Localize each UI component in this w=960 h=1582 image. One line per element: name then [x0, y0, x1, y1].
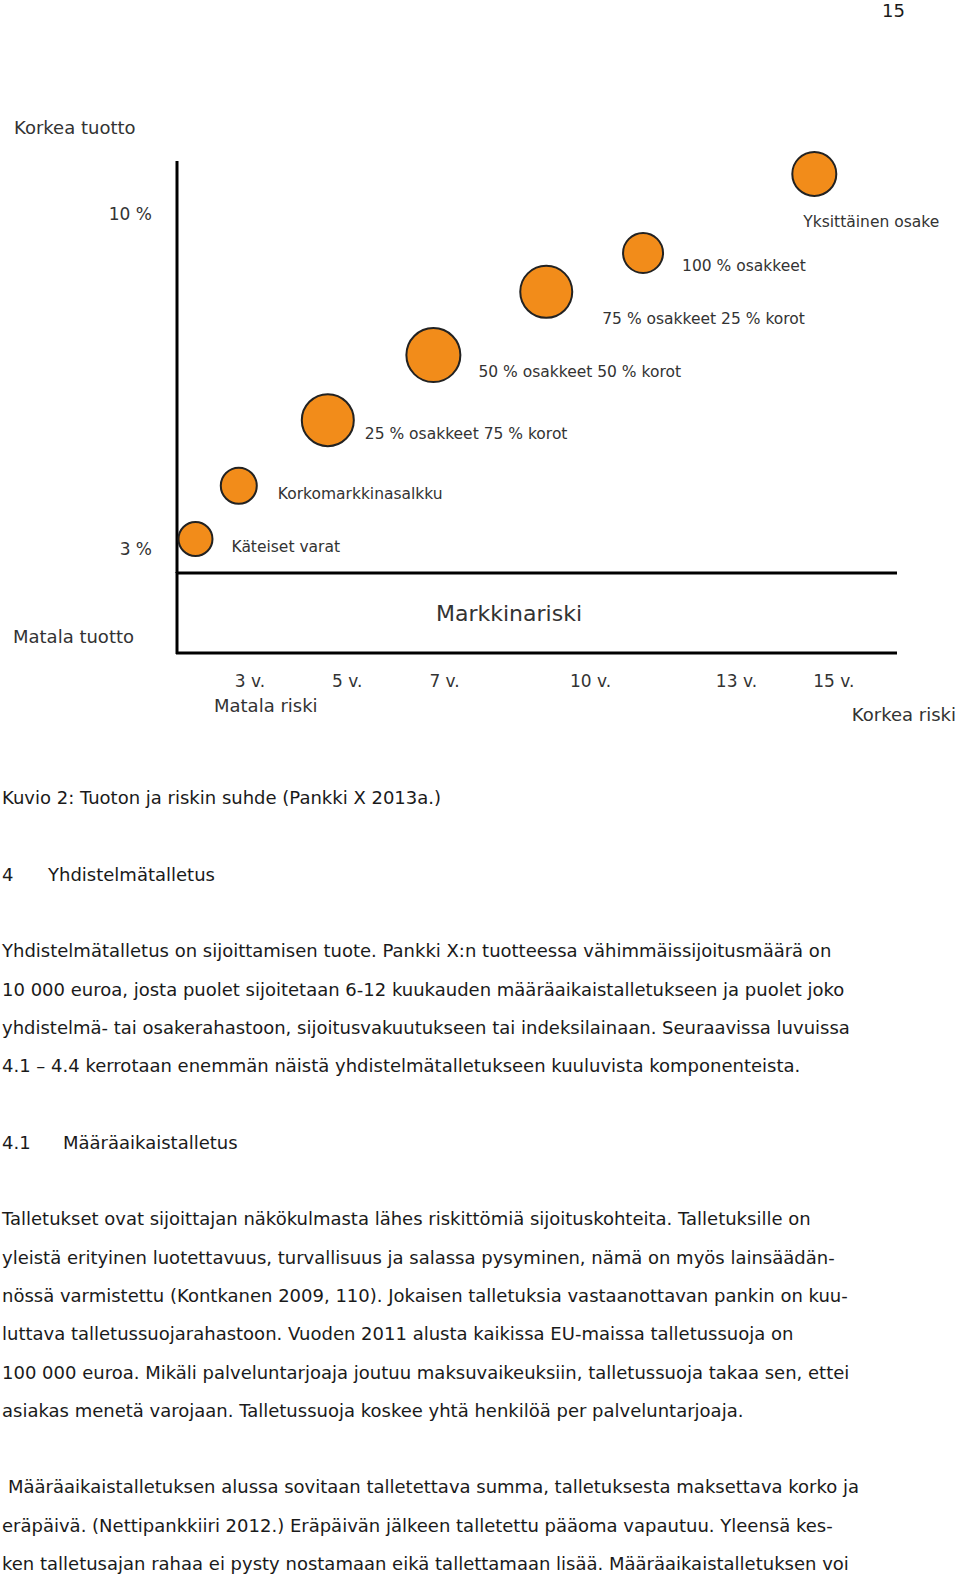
html-text:luttava talletussuojarahastoon: luttava talletussuojarahastoon. Vuoden 2…: [2, 1323, 794, 1345]
svg-text:Korkomarkkinasalkku: Korkomarkkinasalkku: [278, 485, 443, 503]
html-text:10 000 euroa, josta puolet sij: 10 000 euroa, josta puolet sijoitetaan 6…: [2, 978, 845, 1000]
svg-text:100 % osakkeet: 100 % osakkeet: [682, 257, 806, 275]
svg-text:10 %: 10 %: [109, 204, 152, 224]
html-text:Yhdistelmätalletus on sijoitta: Yhdistelmätalletus on sijoittamisen tuot…: [2, 940, 832, 962]
html-text:asiakas menetä varojaan. Talle: asiakas menetä varojaan. Talletussuoja k…: [2, 1399, 744, 1421]
html-text:nössä varmistettu (Kontkanen 2: nössä varmistettu (Kontkanen 2009, 110).…: [2, 1284, 848, 1306]
svg-text:Yksittäinen osake: Yksittäinen osake: [802, 213, 939, 231]
html-text:eräpäivä. (Nettipankkiiri 2012: eräpäivä. (Nettipankkiiri 2012.) Eräpäiv…: [2, 1514, 833, 1536]
html-text:ken talletusajan rahaa ei pyst: ken talletusajan rahaa ei pysty nostamaa…: [2, 1553, 849, 1574]
svg-text:Markkinariski: Markkinariski: [436, 601, 582, 626]
html-text:4.1 – 4.4 kerrotaan enemmän nä: 4.1 – 4.4 kerrotaan enemmän näistä yhdis…: [2, 1055, 801, 1077]
html-text:100 000 euroa. Mikäli palvelun: 100 000 euroa. Mikäli palveluntarjoaja j…: [2, 1361, 850, 1383]
svg-text:13 v.: 13 v.: [716, 671, 757, 691]
html-text:Yhdistelmätalletus: Yhdistelmätalletus: [48, 863, 215, 885]
svg-text:50 % osakkeet 50 % korot: 50 % osakkeet 50 % korot: [478, 363, 681, 381]
html-text:Matala riski: Matala riski: [214, 695, 318, 716]
svg-text:15 v.: 15 v.: [813, 671, 854, 691]
html-text:Määräaikaistalletuksen alussa: Määräaikaistalletuksen alussa sovitaan t…: [8, 1476, 859, 1498]
html-text:4: 4: [2, 863, 14, 885]
svg-text:10 v.: 10 v.: [570, 671, 611, 691]
html-text:15: 15: [882, 0, 905, 21]
svg-text:Käteiset varat: Käteiset varat: [231, 538, 340, 556]
html-text:Kuvio 2: Tuoton ja riskin suhd: Kuvio 2: Tuoton ja riskin suhde (Pankki …: [2, 787, 441, 808]
html-text:Talletukset ovat sijoittajan n: Talletukset ovat sijoittajan näkökulmast…: [2, 1208, 811, 1230]
html-text:yleistä erityinen luotettavuus: yleistä erityinen luotettavuus, turvalli…: [2, 1246, 835, 1268]
svg-text:7 v.: 7 v.: [429, 671, 459, 691]
svg-text:75 % osakkeet 25 % korot: 75 % osakkeet 25 % korot: [602, 310, 805, 328]
html-text:Matala tuotto: Matala tuotto: [13, 626, 134, 647]
html-text:Korkea tuotto: Korkea tuotto: [14, 117, 136, 138]
html-text:Määräaikaistalletus: Määräaikaistalletus: [63, 1131, 238, 1153]
svg-text:3 v.: 3 v.: [235, 671, 265, 691]
html-text:4.1: 4.1: [2, 1131, 31, 1153]
html-text:yhdistelmä- tai osakerahastoon: yhdistelmä- tai osakerahastoon, sijoitus…: [2, 1016, 850, 1038]
html-text:Korkea riski: Korkea riski: [851, 704, 956, 725]
svg-text:3 %: 3 %: [120, 539, 152, 559]
svg-text:25 % osakkeet 75 % korot: 25 % osakkeet 75 % korot: [365, 425, 568, 443]
svg-text:5 v.: 5 v.: [332, 671, 362, 691]
